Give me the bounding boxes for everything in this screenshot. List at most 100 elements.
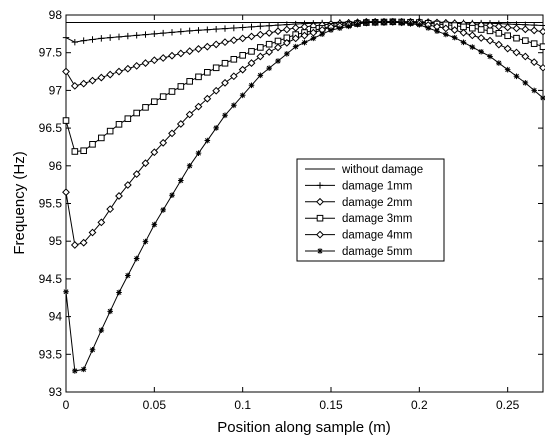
data-point <box>513 73 520 80</box>
data-point <box>292 43 299 50</box>
data-point <box>168 51 176 60</box>
data-point <box>256 52 265 61</box>
data-point <box>512 48 521 57</box>
data-point <box>539 63 545 72</box>
legend-item: damage 2mm <box>305 197 412 209</box>
y-tick-label: 95 <box>49 234 63 248</box>
data-point <box>530 58 539 67</box>
data-point <box>123 64 132 73</box>
data-point <box>133 109 140 117</box>
data-point <box>70 241 79 249</box>
data-point <box>521 25 530 34</box>
data-point <box>212 64 220 72</box>
data-point <box>159 93 167 100</box>
data-point <box>195 27 202 34</box>
y-tick-label: 97 <box>49 83 63 97</box>
data-point <box>266 65 272 71</box>
data-point <box>89 346 96 353</box>
data-point <box>487 53 493 60</box>
data-point <box>115 192 123 200</box>
data-point <box>494 40 503 49</box>
data-point <box>115 121 123 128</box>
data-point <box>132 170 141 179</box>
data-point <box>248 82 255 89</box>
data-point <box>106 70 115 79</box>
data-point <box>63 288 69 295</box>
data-point <box>238 34 247 43</box>
legend-item: damage 4mm <box>305 230 412 242</box>
x-tick-label: 0.25 <box>496 398 520 412</box>
data-point <box>521 52 530 61</box>
y-tick-label: 97.5 <box>39 46 63 60</box>
series-6 <box>63 18 545 374</box>
data-point <box>274 43 282 52</box>
y-axis-title: Frequency (Hz) <box>11 151 28 254</box>
data-point <box>159 138 168 147</box>
data-point <box>79 238 88 247</box>
y-tick-label: 96.5 <box>39 121 63 135</box>
data-point <box>97 73 106 82</box>
legend-label: damage 3mm <box>342 213 412 225</box>
data-point <box>70 81 79 90</box>
data-point <box>142 238 149 245</box>
data-point <box>194 45 203 53</box>
legend-marker <box>316 182 324 189</box>
data-point <box>257 44 264 51</box>
x-tick-label: 0.2 <box>411 398 428 412</box>
legend-item: damage 5mm <box>305 246 412 258</box>
data-point <box>319 31 325 38</box>
data-point <box>124 32 132 40</box>
data-point <box>151 98 158 106</box>
data-point <box>195 73 202 81</box>
data-point <box>247 59 256 67</box>
data-point <box>194 102 203 111</box>
series-layer <box>62 17 545 374</box>
y-tick-label: 94.5 <box>39 272 63 286</box>
data-point <box>522 80 529 86</box>
data-point <box>416 22 423 28</box>
data-point <box>459 28 468 37</box>
data-point <box>212 25 220 33</box>
data-point <box>221 59 229 67</box>
legend-label: damage 1mm <box>342 180 412 192</box>
data-point <box>345 23 352 30</box>
data-point <box>239 92 246 99</box>
data-point <box>494 22 503 31</box>
data-point <box>238 65 247 74</box>
legend-marker <box>316 197 324 206</box>
data-point <box>328 27 334 33</box>
legend-marker <box>316 230 324 239</box>
data-point <box>503 44 512 53</box>
data-point <box>98 327 105 333</box>
y-axis: 93 93.5 94 94.5 95 95.5 96 96.5 97 97.5 98 <box>39 8 543 399</box>
data-point <box>80 147 87 155</box>
data-point <box>257 23 264 30</box>
data-point <box>62 34 70 41</box>
data-point <box>123 181 132 189</box>
data-point <box>115 33 123 41</box>
data-point <box>89 141 96 148</box>
legend-label: without damage <box>341 164 423 176</box>
data-point <box>106 34 114 41</box>
data-point <box>195 150 202 156</box>
legend-item: damage 1mm <box>305 180 412 192</box>
data-point <box>372 19 378 26</box>
data-point <box>212 40 221 49</box>
x-axis: 0 0.05 0.1 0.15 0.2 0.25 <box>63 15 520 412</box>
data-point <box>495 29 503 37</box>
data-point <box>282 25 291 34</box>
data-point <box>203 42 212 51</box>
data-point <box>469 24 476 32</box>
y-tick-label: 93 <box>49 385 63 399</box>
data-point <box>125 272 131 279</box>
data-point <box>230 24 238 32</box>
data-point <box>204 26 211 33</box>
x-tick-label: 0.05 <box>143 398 167 412</box>
data-point <box>176 49 185 58</box>
data-point <box>133 255 140 262</box>
data-point <box>204 69 211 76</box>
data-point <box>62 67 70 76</box>
data-point <box>275 58 281 64</box>
data-point <box>337 25 343 31</box>
data-point <box>62 188 70 197</box>
